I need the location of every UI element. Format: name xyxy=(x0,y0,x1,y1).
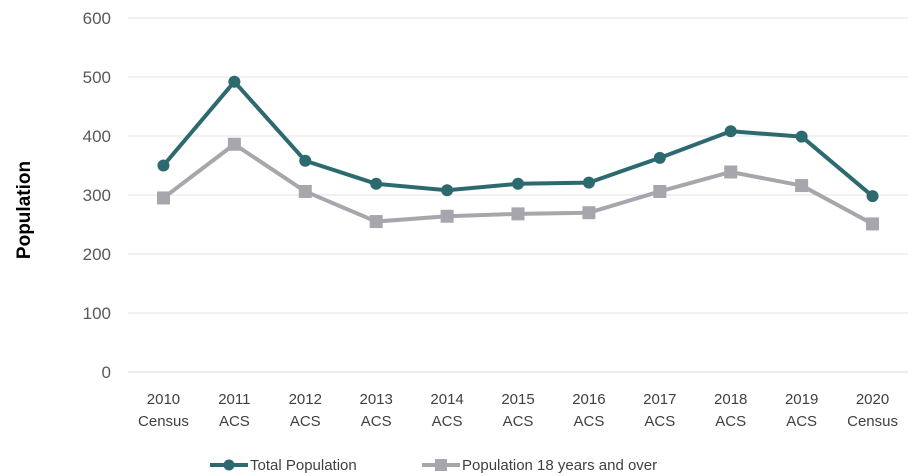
data-point xyxy=(299,154,312,167)
x-tick-label-line: ACS xyxy=(786,413,817,430)
legend-marker xyxy=(223,459,235,471)
x-tick-label-line: 2010 xyxy=(147,391,180,408)
legend-label: Total Population xyxy=(250,457,357,474)
data-point xyxy=(228,75,241,88)
y-axis-title: Population xyxy=(14,161,35,259)
data-point xyxy=(156,191,170,205)
data-point xyxy=(795,179,809,193)
x-tick-label-line: ACS xyxy=(219,413,250,430)
x-tick-label-line: 2017 xyxy=(643,391,676,408)
x-tick-label-line: 2020 xyxy=(856,391,889,408)
data-point xyxy=(653,151,666,164)
x-tick-label: 2010 Census xyxy=(138,391,189,430)
data-point xyxy=(795,130,808,143)
legend-item: Total Population xyxy=(210,457,357,474)
x-tick-label: 2016 ACS xyxy=(572,391,605,430)
data-point xyxy=(866,217,880,231)
x-tick-label-line: 2019 xyxy=(785,391,818,408)
data-point xyxy=(582,176,595,189)
x-tick-label-line: 2012 xyxy=(289,391,322,408)
x-tick-label-line: ACS xyxy=(361,413,392,430)
gridlines xyxy=(128,17,908,373)
x-tick-label: 2013 ACS xyxy=(359,391,392,430)
y-tick-label: 500 xyxy=(83,68,111,87)
legend: Total Population Population 18 years and … xyxy=(210,457,657,474)
data-point xyxy=(441,184,454,197)
data-point xyxy=(511,207,525,221)
data-point xyxy=(582,206,596,220)
y-tick-label: 600 xyxy=(83,9,111,28)
x-tick-label-line: ACS xyxy=(573,413,604,430)
data-point xyxy=(369,215,383,229)
x-tick-label: 2019 ACS xyxy=(785,391,818,430)
data-point xyxy=(724,125,737,138)
data-point xyxy=(298,184,312,198)
x-tick-label-line: 2013 xyxy=(359,391,392,408)
x-tick-label-line: 2018 xyxy=(714,391,747,408)
x-tick-label: 2014 ACS xyxy=(430,391,463,430)
y-tick-label: 200 xyxy=(83,245,111,264)
x-tick-label: 2011 ACS xyxy=(218,391,250,430)
data-point xyxy=(227,137,241,151)
series-population-18-plus xyxy=(156,137,880,231)
x-tick-label: 2020 Census xyxy=(847,391,898,430)
series-layer xyxy=(156,75,880,231)
x-tick-label-line: 2016 xyxy=(572,391,605,408)
x-tick-label: 2015 ACS xyxy=(501,391,534,430)
x-tick-label: 2012 ACS xyxy=(289,391,322,430)
series-total-population xyxy=(157,75,879,203)
data-point xyxy=(370,177,383,190)
data-point xyxy=(440,209,454,223)
y-tick-label: 100 xyxy=(83,304,111,323)
x-tick-label-line: ACS xyxy=(644,413,675,430)
legend-marker xyxy=(435,459,447,471)
y-tick-label: 400 xyxy=(83,127,111,146)
data-point xyxy=(653,184,667,198)
data-point xyxy=(512,177,524,190)
x-tick-label-line: 2014 xyxy=(430,391,463,408)
x-tick-label-line: ACS xyxy=(715,413,746,430)
x-tick-label: 2018 ACS xyxy=(714,391,747,430)
y-tick-label: 0 xyxy=(102,363,111,382)
legend-label: Population 18 years and over xyxy=(462,457,657,474)
data-point xyxy=(724,165,738,179)
x-tick-label-line: Census xyxy=(138,413,189,430)
x-tick-label-line: Census xyxy=(847,413,898,430)
x-tick-label-line: 2011 xyxy=(218,391,250,408)
x-tick-label: 2017 ACS xyxy=(643,391,676,430)
y-axis-ticks: 0 100 200 300 400 500 600 xyxy=(83,9,111,382)
x-tick-label-line: 2015 xyxy=(501,391,534,408)
x-tick-label-line: ACS xyxy=(290,413,321,430)
x-tick-label-line: ACS xyxy=(432,413,463,430)
data-point xyxy=(866,190,879,203)
x-tick-label-line: ACS xyxy=(503,413,534,430)
y-tick-label: 300 xyxy=(83,186,111,205)
legend-item: Population 18 years and over xyxy=(422,457,657,474)
data-point xyxy=(157,159,170,172)
